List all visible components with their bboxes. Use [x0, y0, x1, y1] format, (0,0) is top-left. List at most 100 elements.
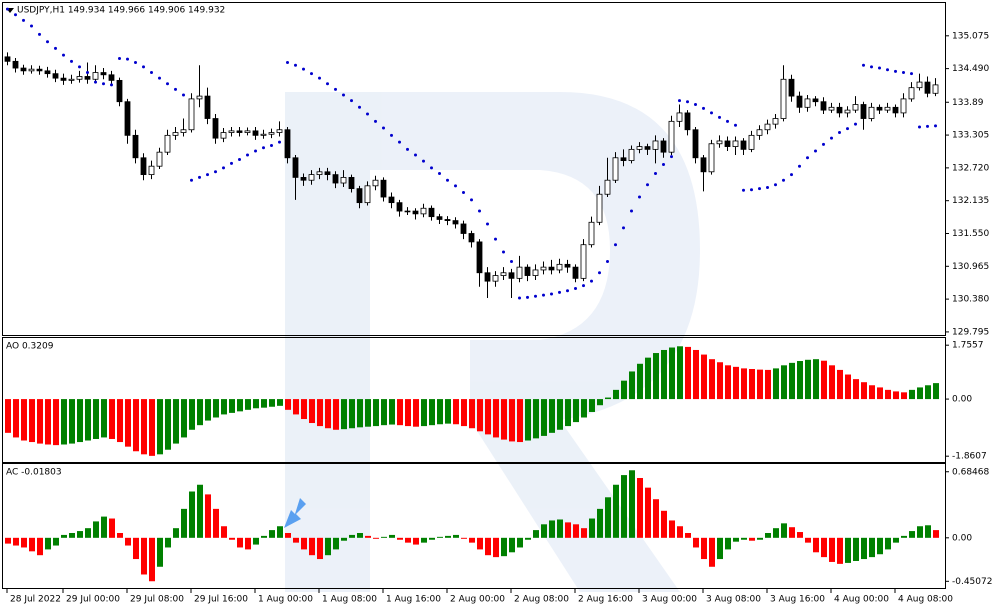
histogram-bar: [469, 399, 475, 429]
histogram-bar: [885, 537, 891, 550]
sar-dot: [638, 195, 641, 199]
candle-body: [380, 179, 387, 198]
sar-dot: [30, 24, 33, 28]
sar-dot: [542, 293, 545, 297]
sar-dot: [750, 188, 753, 192]
histogram-bar: [509, 399, 515, 442]
y-tick-label: 0.00: [952, 533, 972, 543]
candle-body: [132, 134, 139, 159]
histogram-bar: [677, 346, 683, 400]
candle-body: [564, 263, 571, 268]
histogram-bar: [277, 399, 283, 406]
candle-body: [388, 196, 395, 204]
sar-dot: [62, 53, 65, 57]
candle-body: [164, 134, 171, 153]
sar-dot: [174, 87, 177, 91]
histogram-bar: [445, 399, 451, 424]
histogram-bar: [493, 537, 499, 558]
candle-body: [908, 87, 915, 100]
histogram-bar: [565, 399, 571, 427]
candle-body: [340, 177, 347, 184]
candle-body: [652, 140, 659, 150]
histogram-bar: [261, 399, 267, 408]
histogram-bar: [853, 379, 859, 400]
sar-dot: [694, 103, 697, 107]
histogram-bar: [413, 537, 419, 545]
sar-dot: [182, 93, 185, 97]
histogram-bar: [253, 537, 259, 545]
histogram-bar: [21, 399, 27, 441]
sar-dot: [510, 260, 513, 264]
histogram-bar: [861, 382, 867, 400]
histogram-bar: [893, 391, 899, 400]
histogram-bar: [245, 399, 251, 410]
histogram-bar: [653, 499, 659, 538]
sar-dot: [462, 191, 465, 195]
candle-body: [900, 98, 907, 114]
candle-body: [748, 134, 755, 150]
y-tick-label: 133.305: [952, 131, 989, 141]
main-title: USDJPY,H1 149.934 149.966 149.906 149.93…: [17, 6, 225, 16]
histogram-bar: [469, 537, 475, 543]
histogram-bar: [93, 521, 99, 538]
candle-body: [4, 56, 11, 62]
candle-body: [276, 129, 283, 133]
y-tick-label: 130.965: [952, 262, 989, 272]
sar-dot: [78, 65, 81, 69]
candle-body: [604, 179, 611, 195]
sar-dot: [46, 40, 49, 44]
histogram-bar: [141, 399, 147, 455]
sar-dot: [878, 66, 881, 70]
histogram-bar: [581, 399, 587, 418]
sar-dot: [886, 68, 889, 72]
candle-body: [788, 78, 795, 97]
sar-dot: [190, 178, 193, 182]
histogram-bar: [149, 399, 155, 456]
histogram-bar: [701, 354, 707, 400]
histogram-bar: [717, 537, 723, 560]
histogram-bar: [221, 399, 227, 415]
histogram-bar: [773, 368, 779, 400]
candle-body: [100, 72, 107, 76]
sar-dot: [326, 82, 329, 86]
y-tick-label: 1.7557: [952, 341, 984, 351]
ao-panel: [2, 337, 946, 463]
sar-dot: [790, 173, 793, 177]
candle-body: [356, 188, 363, 204]
sar-dot: [830, 136, 833, 140]
candle-body: [492, 275, 499, 282]
sar-dot: [382, 126, 385, 130]
histogram-bar: [501, 399, 507, 440]
histogram-bar: [533, 399, 539, 439]
sar-dot: [358, 105, 361, 109]
candle-body: [780, 78, 787, 119]
y-tick-label: -1.8607: [952, 452, 987, 462]
sar-dot: [54, 46, 57, 50]
main-panel: [2, 2, 946, 336]
histogram-bar: [45, 399, 51, 445]
sar-dot: [798, 164, 801, 168]
candle-body: [36, 68, 43, 72]
histogram-bar: [197, 484, 203, 538]
candle-body: [124, 101, 131, 136]
histogram-bar: [757, 537, 763, 540]
candle-body: [116, 79, 123, 103]
candle-body: [924, 81, 931, 94]
candle-body: [804, 98, 811, 108]
histogram-bar: [37, 399, 43, 444]
candle-body: [228, 130, 235, 133]
histogram-bar: [453, 399, 459, 425]
sar-dot: [286, 60, 289, 64]
histogram-bar: [309, 537, 315, 556]
sar-dot: [862, 63, 865, 67]
histogram-bar: [717, 362, 723, 400]
histogram-bar: [61, 399, 67, 445]
sar-dot: [918, 125, 921, 129]
histogram-bar: [829, 365, 835, 400]
candle-body: [140, 157, 147, 176]
sar-dot: [214, 170, 217, 174]
histogram-bar: [165, 399, 171, 450]
x-tick-label: 3 Aug 00:00: [642, 595, 697, 605]
histogram-bar: [749, 369, 755, 400]
candle-body: [556, 263, 563, 271]
